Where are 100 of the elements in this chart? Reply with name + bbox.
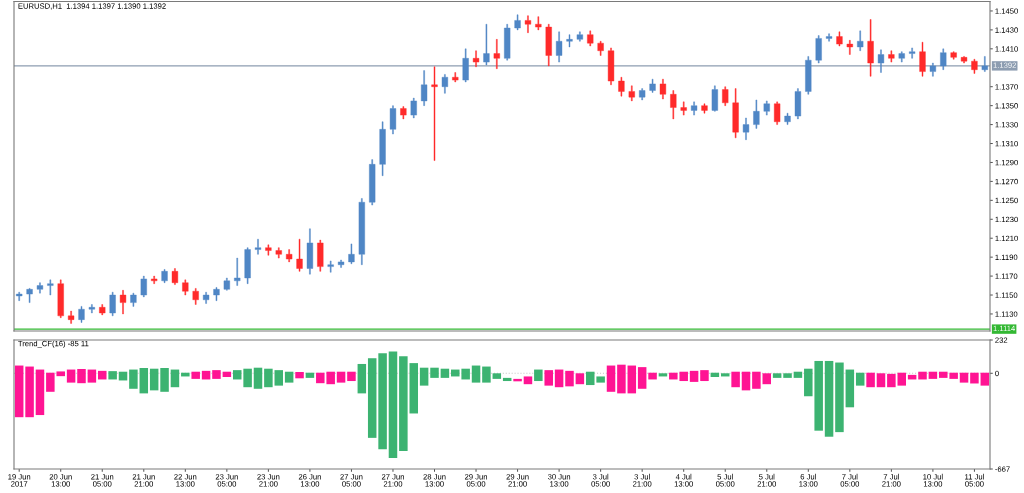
candlestick [431, 66, 438, 161]
bar [66, 369, 76, 383]
candlestick [254, 238, 262, 255]
bar [430, 367, 439, 378]
candlestick [16, 291, 23, 301]
candlestick [223, 277, 230, 291]
bar [534, 369, 543, 382]
bar [212, 370, 221, 379]
candlestick [441, 74, 449, 94]
candlestick [358, 198, 365, 265]
candlestick [701, 103, 708, 114]
bar [367, 358, 377, 438]
candlestick [421, 70, 428, 106]
bar [471, 365, 481, 383]
candlestick [234, 257, 241, 286]
candlestick [296, 238, 303, 272]
bar [627, 365, 637, 394]
bar [264, 368, 273, 388]
bar [835, 362, 844, 433]
bar [35, 369, 45, 416]
bar [762, 373, 772, 385]
candlestick [836, 31, 843, 47]
candlestick [950, 51, 957, 60]
bar [752, 371, 761, 389]
candlestick [265, 244, 272, 256]
candlestick [524, 15, 532, 33]
candlestick [753, 99, 760, 129]
bar [160, 367, 169, 392]
candlestick [119, 290, 127, 315]
bar [980, 372, 990, 386]
candlestick [47, 279, 54, 296]
candlestick [576, 31, 583, 42]
candlestick [960, 56, 968, 64]
candlestick [607, 47, 615, 86]
candlestick [306, 228, 314, 275]
bar [305, 372, 315, 378]
bar [139, 367, 149, 394]
bar [191, 371, 200, 379]
bar [970, 372, 979, 384]
bar [357, 363, 367, 394]
candlestick [213, 287, 220, 301]
candlestick [161, 269, 168, 283]
candlestick [99, 304, 106, 316]
candlestick [597, 41, 604, 56]
candlestick [628, 85, 635, 102]
bar [741, 371, 751, 391]
bar [482, 366, 491, 383]
candlestick [462, 48, 469, 83]
bar [253, 367, 263, 389]
bar [378, 353, 387, 450]
candlestick [742, 117, 750, 140]
candlestick [389, 105, 397, 135]
bar [108, 371, 117, 380]
bar [25, 366, 34, 418]
bar [855, 372, 865, 386]
candlestick [940, 48, 947, 70]
candlestick [78, 306, 85, 323]
candlestick [618, 77, 625, 97]
candlestick [898, 51, 905, 63]
candlestick [971, 59, 978, 74]
bar [731, 371, 740, 388]
bar [129, 369, 138, 389]
candlestick [587, 30, 594, 47]
bar [876, 373, 886, 388]
candlestick [286, 249, 293, 263]
bar [87, 369, 97, 383]
candlestick [192, 288, 199, 305]
candlestick [919, 42, 926, 77]
candlestick [483, 24, 490, 66]
candlestick [514, 14, 521, 31]
candlestick [379, 121, 386, 176]
candlestick [690, 101, 698, 116]
bar [928, 371, 938, 379]
bar [689, 370, 699, 382]
bar [772, 373, 782, 378]
candlestick [815, 35, 822, 64]
bar [544, 370, 553, 386]
candlestick [171, 268, 179, 285]
bar [232, 370, 242, 380]
bar [783, 373, 792, 378]
candlestick [846, 40, 853, 55]
candlestick [784, 113, 791, 125]
candlestick [545, 24, 552, 67]
candlestick [452, 72, 459, 83]
candlestick [711, 85, 718, 112]
bar [617, 364, 626, 394]
bar [170, 369, 180, 388]
candlestick [57, 279, 64, 318]
candlestick [722, 86, 729, 106]
candlestick [981, 56, 988, 72]
candlestick [670, 90, 677, 120]
candlestick [867, 19, 874, 77]
bar [606, 365, 616, 392]
candlestick [763, 100, 770, 116]
candlestick [566, 34, 573, 48]
bar [347, 371, 356, 382]
candlestick [555, 31, 563, 63]
candlestick [130, 292, 137, 307]
candlestick [805, 56, 812, 95]
candlestick [410, 97, 417, 119]
